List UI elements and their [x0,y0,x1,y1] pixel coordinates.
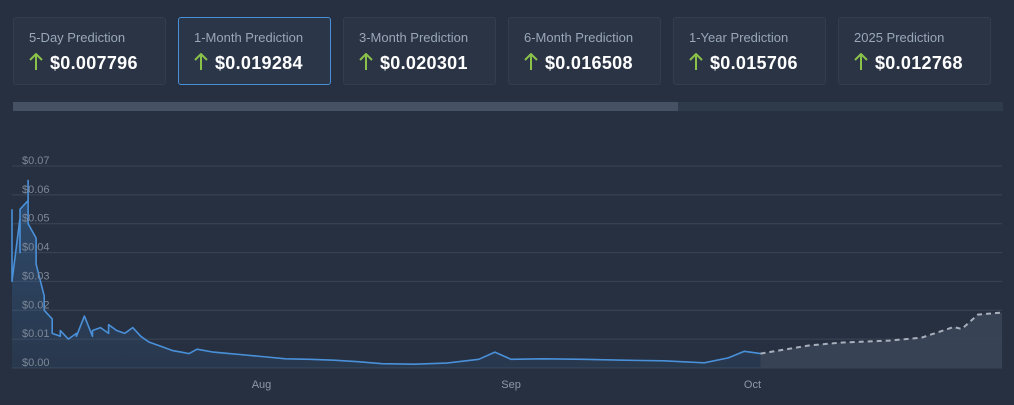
card-label: 3-Month Prediction [359,30,469,45]
y-tick-label: $0.06 [22,184,50,196]
y-tick-label: $0.05 [22,213,50,225]
card-value: $0.016508 [545,53,633,73]
card-2025[interactable]: 2025 Prediction $0.012768 [838,17,991,85]
card-value-row: $0.007796 [29,53,138,74]
prediction-area [760,312,1002,368]
chart-grid [12,165,1002,369]
card-1-year[interactable]: 1-Year Prediction $0.015706 [673,17,826,85]
card-value-row: $0.015706 [689,53,798,74]
y-tick-label: $0.03 [22,270,50,282]
x-axis-ticks: Aug Sep Oct [252,379,761,391]
prediction-cards: 5-Day Prediction $0.007796 1-Month Predi… [13,17,994,87]
x-tick-label: Sep [501,379,521,391]
card-label: 5-Day Prediction [29,30,126,45]
chart-areas [12,180,1002,368]
price-chart: $0.00 $0.01 $0.02 $0.03 $0.04 $0.05 $0.06 $0.07… [11,155,1003,391]
y-tick-label: $0.04 [22,242,50,254]
card-3-month[interactable]: 3-Month Prediction $0.020301 [343,17,496,85]
card-1-month[interactable]: 1-Month Prediction $0.019284 [178,17,331,85]
history-area [12,180,761,368]
card-value: $0.015706 [710,53,798,73]
arrow-up-icon [524,53,538,70]
horizontal-scrollbar[interactable] [13,102,1003,111]
chart-lines [11,179,1003,365]
card-value: $0.007796 [50,53,138,73]
scrollbar-thumb[interactable] [13,102,679,111]
card-6-month[interactable]: 6-Month Prediction $0.016508 [508,17,661,85]
card-value-row: $0.016508 [524,53,633,74]
card-value-row: $0.012768 [854,53,963,74]
y-tick-label: $0.02 [22,299,50,311]
card-value: $0.020301 [380,53,468,73]
card-label: 6-Month Prediction [524,30,634,45]
history-line [11,179,761,365]
card-5-day[interactable]: 5-Day Prediction $0.007796 [13,17,166,85]
card-value-row: $0.020301 [359,53,468,74]
arrow-up-icon [359,53,373,70]
prediction-line [760,311,1003,355]
y-axis-ticks: $0.00 $0.01 $0.02 $0.03 $0.04 $0.05 $0.06 $0.07 [22,155,50,369]
card-value-row: $0.019284 [194,53,303,74]
y-tick-label: $0.01 [22,328,50,340]
y-tick-label: $0.00 [22,357,50,369]
card-label: 2025 Prediction [854,30,945,45]
x-tick-label: Aug [252,379,272,391]
arrow-up-icon [194,53,208,70]
card-label: 1-Month Prediction [194,30,304,45]
arrow-up-icon [854,53,868,70]
card-label: 1-Year Prediction [689,30,789,45]
card-value: $0.019284 [215,53,303,73]
x-tick-label: Oct [744,379,761,391]
y-tick-label: $0.07 [22,155,50,167]
arrow-up-icon [689,53,703,70]
arrow-up-icon [29,53,43,70]
card-value: $0.012768 [875,53,963,73]
